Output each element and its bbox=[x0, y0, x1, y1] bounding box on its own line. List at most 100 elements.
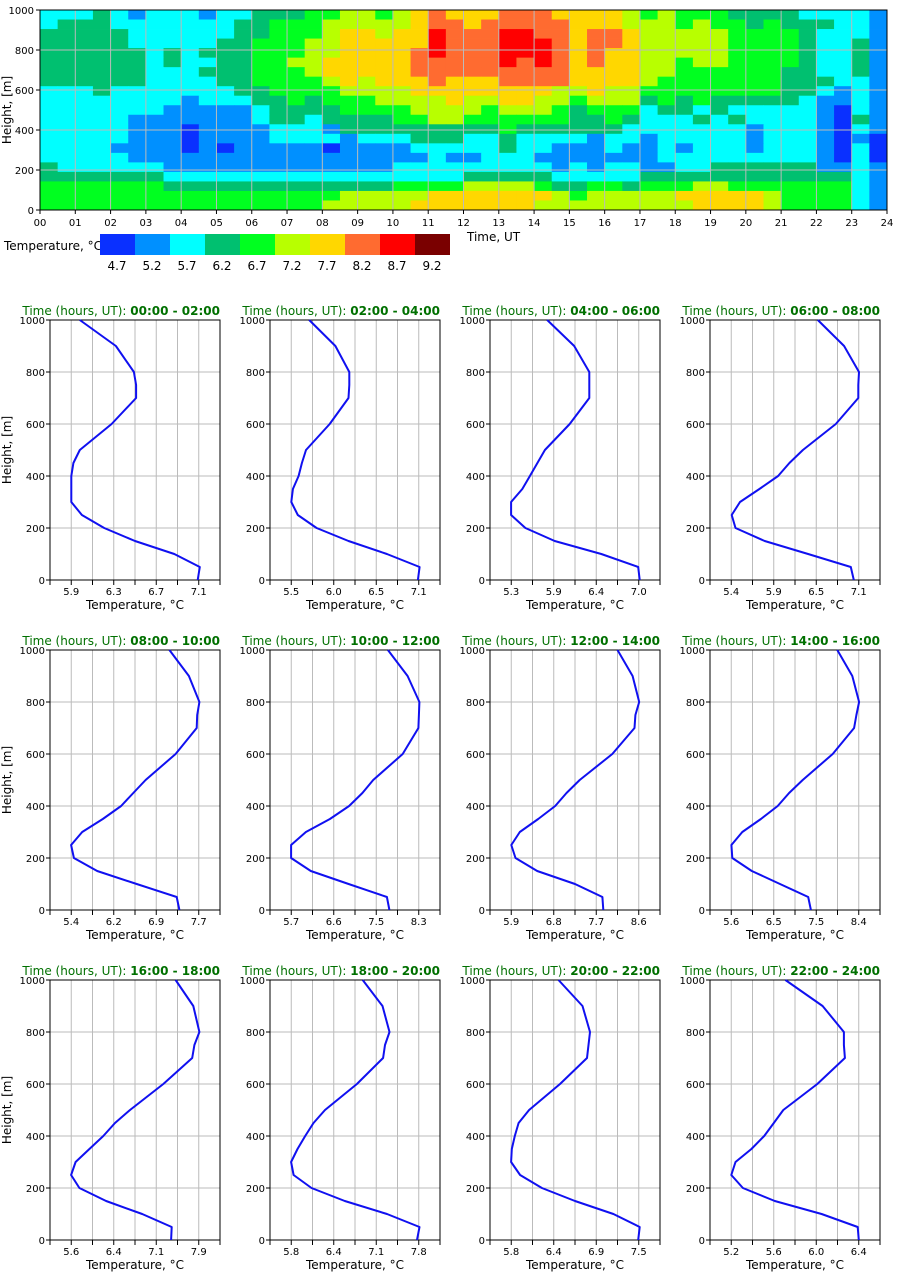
y-tick-label: 800 bbox=[26, 698, 45, 709]
heatmap-cell bbox=[428, 114, 447, 125]
heatmap-cell bbox=[57, 48, 76, 59]
x-tick-label: 6.4 bbox=[851, 1247, 867, 1258]
temperature-profile-line bbox=[510, 979, 641, 1241]
heatmap-cell bbox=[410, 38, 429, 49]
x-tick-label: 7.5 bbox=[631, 1247, 647, 1258]
heatmap-cell bbox=[798, 95, 817, 106]
heatmap-cell bbox=[357, 29, 376, 39]
heatmap-cell bbox=[551, 114, 570, 125]
heatmap-cell bbox=[781, 57, 800, 68]
heatmap-cell bbox=[869, 19, 888, 30]
heatmap-cell bbox=[75, 200, 94, 211]
heatmap-cell bbox=[57, 152, 76, 163]
heatmap-cell bbox=[675, 152, 694, 163]
heatmap-cell bbox=[604, 105, 623, 116]
y-axis-label: Height, [m] bbox=[0, 416, 14, 484]
x-tick-label: 7.1 bbox=[411, 587, 427, 598]
heatmap-cell bbox=[869, 105, 888, 116]
x-tick-label: 6.4 bbox=[546, 1247, 562, 1258]
heatmap-cell bbox=[604, 143, 623, 154]
heatmap-cell bbox=[181, 67, 200, 78]
heatmap-cell bbox=[481, 171, 500, 182]
heatmap-cell bbox=[269, 19, 288, 30]
y-tick-label: 600 bbox=[466, 420, 485, 431]
heatmap-cell bbox=[834, 48, 853, 59]
y-tick-label: 400 bbox=[26, 1132, 45, 1143]
heatmap-cell bbox=[322, 181, 341, 192]
heatmap-cell bbox=[498, 86, 517, 97]
heatmap-cell bbox=[357, 10, 376, 20]
heatmap-cell bbox=[569, 19, 588, 30]
heatmap-cell bbox=[57, 171, 76, 182]
heatmap-cell bbox=[463, 86, 482, 97]
heatmap-cell bbox=[481, 67, 500, 78]
heatmap-cell bbox=[322, 190, 341, 201]
heatmap-cell bbox=[304, 67, 323, 78]
heatmap-cell bbox=[92, 86, 111, 97]
heatmap-cell bbox=[216, 95, 235, 106]
heatmap-cell bbox=[110, 200, 129, 211]
heatmap-cell bbox=[181, 133, 200, 144]
heatmap-cell bbox=[675, 124, 694, 135]
heatmap-cell bbox=[834, 38, 853, 49]
profile-panel: 0 200 400 600 800 1000 5.2 5.6 6.0 6.4 Time (hours… bbox=[680, 964, 881, 1272]
heatmap-cell bbox=[322, 38, 341, 49]
heatmap-cell bbox=[604, 95, 623, 106]
heatmap-cell bbox=[128, 105, 147, 116]
heatmap-cell bbox=[110, 105, 129, 116]
y-tick-label: 600 bbox=[686, 1080, 705, 1091]
heatmap-cell bbox=[816, 38, 835, 49]
heatmap-cell bbox=[428, 95, 447, 106]
heatmap-cell bbox=[834, 200, 853, 211]
heatmap-cell bbox=[304, 200, 323, 211]
heatmap-cell bbox=[75, 29, 94, 39]
heatmap-cell bbox=[251, 114, 270, 125]
heatmap-cell bbox=[498, 171, 517, 182]
heatmap-cell bbox=[145, 38, 164, 49]
heatmap-cell bbox=[463, 124, 482, 135]
heatmap-cell bbox=[745, 114, 764, 125]
heatmap-cell bbox=[251, 10, 270, 20]
x-tick-label: 6.7 bbox=[148, 587, 164, 598]
heatmap-cell bbox=[781, 133, 800, 144]
heatmap-cell bbox=[287, 105, 306, 116]
heatmap-cell bbox=[622, 10, 641, 20]
heatmap-cell bbox=[675, 29, 694, 39]
heatmap-cell bbox=[692, 57, 711, 68]
heatmap-cell bbox=[428, 76, 447, 87]
heatmap-cell bbox=[569, 48, 588, 59]
heatmap-cell bbox=[40, 152, 59, 163]
heatmap-cell bbox=[269, 48, 288, 59]
heatmap-cell bbox=[604, 76, 623, 87]
heatmap-cell bbox=[710, 105, 729, 116]
y-tick-label: 600 bbox=[246, 750, 265, 761]
heatmap-cell bbox=[216, 171, 235, 182]
heatmap-cell bbox=[287, 19, 306, 30]
heatmap-cell bbox=[145, 171, 164, 182]
heatmap-cell bbox=[392, 76, 411, 87]
heatmap-cell bbox=[410, 133, 429, 144]
heatmap-cell bbox=[869, 143, 888, 154]
heatmap-cell bbox=[40, 48, 59, 59]
heatmap-cell bbox=[375, 19, 394, 30]
y-tick-label: 0 bbox=[39, 1236, 45, 1247]
heatmap-cell bbox=[392, 181, 411, 192]
legend-label: 6.7 bbox=[247, 259, 266, 273]
x-axis-label: Temperature, °C bbox=[305, 1258, 404, 1272]
heatmap-cell bbox=[622, 152, 641, 163]
heatmap-cell bbox=[40, 171, 59, 182]
heatmap-cell bbox=[745, 76, 764, 87]
heatmap-cell bbox=[763, 105, 782, 116]
heatmap-cell bbox=[587, 57, 606, 68]
heatmap-cell bbox=[92, 114, 111, 125]
heatmap-cell bbox=[304, 95, 323, 106]
x-tick-label: 6.2 bbox=[106, 917, 122, 928]
heatmap-cell bbox=[481, 181, 500, 192]
heatmap-cell bbox=[781, 162, 800, 173]
heatmap-cell bbox=[304, 114, 323, 125]
heatmap-cell bbox=[198, 10, 217, 20]
heatmap-cell bbox=[816, 19, 835, 30]
plot-frame bbox=[489, 319, 661, 581]
heatmap-cell bbox=[304, 162, 323, 173]
heatmap-cell bbox=[75, 190, 94, 201]
